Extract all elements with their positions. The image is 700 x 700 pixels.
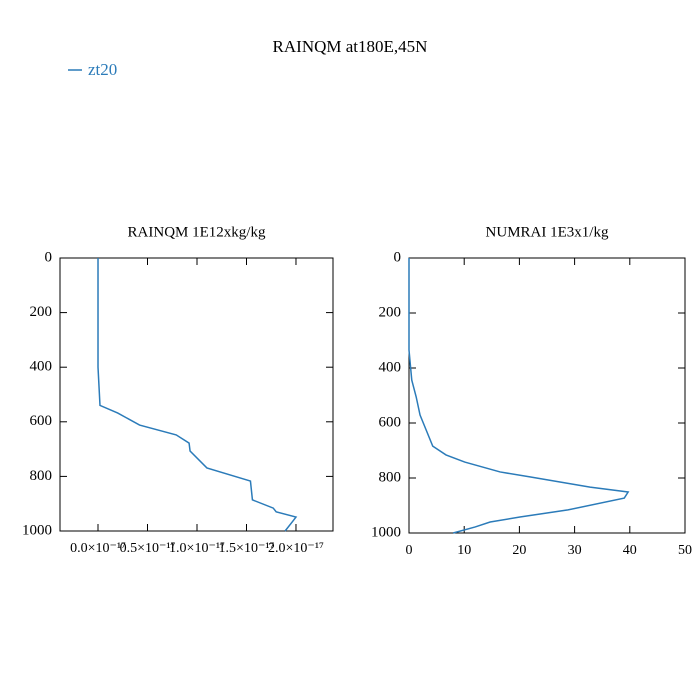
x-tick-label: 1.5×10⁻¹⁷ bbox=[219, 541, 275, 556]
x-tick-label: 40 bbox=[623, 543, 637, 558]
y-tick-label: 400 bbox=[30, 359, 53, 375]
y-tick-label: 0 bbox=[45, 249, 53, 265]
figure-title: RAINQM at180E,45N bbox=[273, 37, 428, 56]
x-tick-label: 0.5×10⁻¹⁷ bbox=[120, 541, 176, 556]
x-tick-label: 30 bbox=[568, 543, 582, 558]
y-tick-label: 600 bbox=[30, 413, 53, 429]
y-tick-label: 1000 bbox=[22, 522, 52, 538]
x-tick-label: 2.0×10⁻¹⁷ bbox=[268, 541, 324, 556]
y-tick-label: 400 bbox=[379, 359, 402, 375]
x-tick-label: 0 bbox=[406, 543, 413, 558]
profile-line bbox=[408, 258, 630, 534]
y-tick-label: 800 bbox=[30, 468, 53, 484]
plot-frame bbox=[408, 257, 686, 534]
x-tick-label: 1.0×10⁻¹⁷ bbox=[169, 541, 225, 556]
y-tick-label: 600 bbox=[379, 414, 402, 430]
y-tick-label: 1000 bbox=[371, 524, 401, 540]
y-tick-label: 0 bbox=[394, 249, 402, 265]
x-tick-label: 20 bbox=[512, 543, 526, 558]
legend-label: zt20 bbox=[88, 60, 117, 79]
x-tick-label: 10 bbox=[457, 543, 471, 558]
y-tick-label: 200 bbox=[379, 304, 402, 320]
panel-title: NUMRAI 1E3x1/kg bbox=[486, 224, 609, 240]
y-tick-label: 800 bbox=[379, 469, 402, 485]
plot-frame bbox=[59, 257, 334, 532]
y-tick-label: 200 bbox=[30, 304, 53, 320]
profile-line bbox=[97, 258, 298, 532]
panel-title: RAINQM 1E12xkg/kg bbox=[128, 224, 266, 240]
x-tick-label: 0.0×10⁻¹⁷ bbox=[70, 541, 126, 556]
x-tick-label: 50 bbox=[678, 543, 692, 558]
